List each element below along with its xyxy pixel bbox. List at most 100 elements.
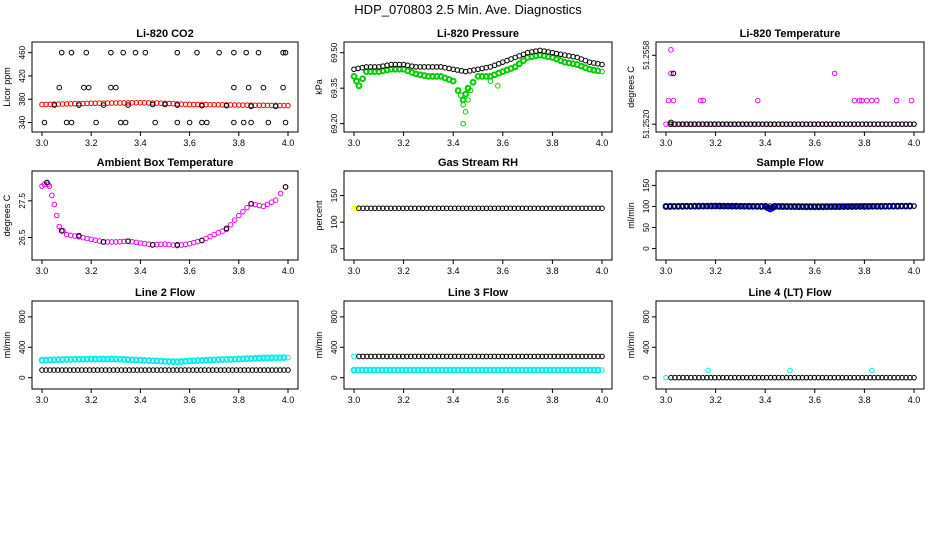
data-point [449, 77, 457, 85]
data-point [668, 70, 674, 77]
data-point [158, 367, 164, 373]
data-point [799, 121, 806, 127]
data-point [839, 374, 846, 381]
x-tick-label: 4.0 [596, 395, 609, 405]
data-point [523, 205, 530, 212]
data-point [699, 203, 705, 209]
data-point [209, 367, 216, 373]
data-point [240, 208, 246, 215]
data-point [763, 374, 770, 381]
data-point [543, 205, 550, 212]
data-point [827, 121, 834, 127]
data-point [795, 374, 802, 381]
data-point [174, 242, 181, 248]
data-point [811, 374, 818, 381]
data-point [743, 203, 749, 209]
data-point [559, 353, 565, 360]
data-point [462, 109, 469, 115]
data-point [670, 97, 677, 104]
data-point [863, 121, 869, 127]
data-point [692, 121, 698, 127]
data-point [152, 119, 158, 126]
data-point [511, 353, 518, 360]
data-point [827, 203, 833, 209]
data-point [595, 353, 601, 360]
data-point [451, 353, 458, 360]
y-axis-label: degrees C [626, 66, 636, 108]
y-tick-label: 50 [330, 244, 339, 253]
data-point [495, 83, 501, 89]
data-point [280, 354, 288, 362]
data-point [903, 203, 909, 209]
data-point [815, 121, 822, 127]
data-point [731, 203, 737, 209]
data-point [819, 121, 826, 127]
data-point [427, 205, 434, 212]
x-tick-label: 3.4 [447, 266, 460, 276]
data-point [487, 353, 494, 360]
data-point [469, 78, 477, 86]
data-point [149, 101, 156, 108]
chart-panel: Li-820 Temperature degrees C 3.0 3.2 3.4 3.6 3… [626, 28, 925, 148]
data-point [399, 205, 406, 212]
data-point [431, 353, 438, 360]
data-point [911, 121, 917, 127]
data-point [831, 374, 838, 381]
x-tick-label: 3.6 [497, 395, 510, 405]
data-point [743, 374, 750, 381]
data-point [70, 367, 77, 373]
data-point [122, 119, 129, 126]
data-point [364, 205, 370, 212]
data-point [403, 205, 410, 212]
plot-frame [31, 170, 299, 261]
data-point [419, 205, 426, 212]
data-point [74, 367, 81, 373]
data-point [225, 367, 232, 373]
plot-frame [31, 300, 299, 390]
data-point [142, 49, 149, 56]
data-point [708, 121, 714, 127]
data-point [735, 203, 741, 209]
data-point [727, 374, 734, 381]
chart-panel: Ambient Box Temperature degrees C 3.0 3.2 3.… [2, 157, 299, 276]
data-point [531, 353, 538, 360]
data-point [547, 353, 554, 360]
data-point [839, 203, 845, 209]
data-point [134, 367, 141, 373]
y-tick-label: 27.5 [18, 193, 27, 209]
data-point [754, 97, 761, 104]
y-tick-label: 51.2520 [642, 109, 651, 138]
y-tick-label: 26.5 [18, 229, 27, 245]
data-point [359, 75, 367, 83]
data-point [364, 353, 370, 360]
data-point [827, 374, 834, 381]
data-point [360, 205, 366, 212]
data-point [668, 121, 674, 127]
y-tick-label: 400 [642, 340, 651, 354]
data-point [563, 205, 569, 212]
x-tick-label: 3.4 [759, 395, 772, 405]
data-point [515, 205, 522, 212]
data-point [479, 353, 486, 360]
x-tick-label: 3.8 [546, 266, 559, 276]
data-point [893, 97, 900, 104]
y-tick-label: 340 [18, 115, 27, 129]
data-point [273, 367, 279, 373]
data-point [277, 190, 284, 197]
x-tick-label: 4.0 [596, 138, 609, 148]
chart-title: Gas Stream RH [438, 157, 518, 169]
data-point [843, 121, 850, 127]
data-point [787, 203, 793, 209]
y-axis-label: ml/min [314, 332, 324, 359]
x-tick-label: 3.0 [36, 395, 49, 405]
data-point [527, 205, 534, 212]
data-point [465, 97, 471, 103]
data-point [51, 102, 58, 108]
data-point [76, 232, 82, 239]
data-point [463, 205, 470, 212]
data-point [83, 49, 90, 56]
x-tick-label: 3.6 [497, 138, 510, 148]
data-point [899, 203, 905, 209]
data-point [755, 374, 762, 381]
data-point [847, 203, 853, 209]
